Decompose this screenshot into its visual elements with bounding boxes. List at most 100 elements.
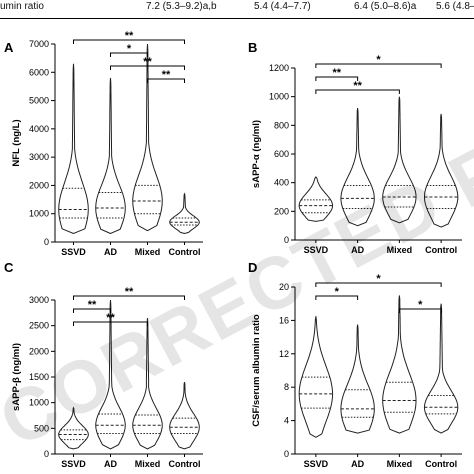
y-tick-label: 1000 [29,209,49,219]
significance-label: * [127,43,132,55]
x-tick-label: AD [351,245,364,255]
y-tick-label: 8 [284,382,289,392]
significance-label: * [335,286,340,298]
y-tick-label: 4 [284,416,289,426]
significance-bracket [315,63,442,68]
violin-ad [95,299,126,450]
significance-bracket [73,295,185,300]
violin-ad [340,324,375,434]
significance-bracket [315,295,359,300]
violin-mixed [132,43,163,232]
table-divider [0,18,474,19]
x-tick-label: SSVD [61,247,86,257]
y-axis-label: CSF/serum albumin ratio [251,314,262,427]
y-tick-label: 0 [44,449,49,459]
table-cell: 7.2 (5.3–9.2)a,b [146,1,217,12]
y-tick-label: 0 [44,237,49,247]
violin-control [169,381,200,450]
significance-label: ** [106,312,115,324]
significance-label: * [376,54,381,66]
x-tick-label: SSVD [304,459,329,469]
violin-control [169,192,200,235]
violin-control [423,303,459,434]
y-tick-label: 3000 [29,295,49,305]
table-row: umin ratio 7.2 (5.3–9.2)a,b 5.4 (4.4–7.7… [0,0,474,16]
y-tick-label: 0 [284,235,289,245]
y-tick-label: 7000 [29,39,49,49]
violin-ad [340,108,375,227]
y-tick-label: 500 [34,423,49,433]
y-axis-label: NFL (ng/L) [11,119,22,166]
significance-bracket [73,308,111,313]
x-tick-label: Mixed [135,247,161,257]
significance-bracket [398,308,442,313]
x-tick-label: Mixed [387,245,413,255]
significance-bracket [110,65,185,70]
y-tick-label: 600 [274,149,289,159]
y-axis-label: sAPP-β (ng/ml) [11,343,22,411]
x-tick-label: AD [351,459,364,469]
y-axis-label: sAPP-α (ng/ml) [251,120,262,188]
significance-label: ** [332,67,341,79]
violin-control [424,113,459,228]
x-tick-label: AD [104,247,117,257]
y-tick-label: 1000 [29,398,49,408]
significance-label: ** [125,30,134,42]
panel-letter: C [4,260,14,275]
violin-mixed [382,295,417,434]
significance-bracket [73,321,148,326]
table-row-label: umin ratio [0,1,44,12]
y-tick-label: 2000 [29,180,49,190]
violin-ssvd [298,316,334,438]
y-tick-label: 2500 [29,321,49,331]
x-tick-label: SSVD [304,245,329,255]
significance-bracket [315,89,400,94]
significance-bracket [147,78,185,83]
violin-ad [95,77,126,235]
y-tick-label: 20 [279,282,289,292]
y-tick-label: 5000 [29,96,49,106]
y-tick-label: 2000 [29,346,49,356]
y-tick-label: 3000 [29,152,49,162]
x-tick-label: Control [425,245,457,255]
panel-c: C 0 500 1000 1500 2000 2500 3000 sAPP-β (ng/ml) S… [4,260,203,469]
y-tick-label: 1500 [29,372,49,382]
x-tick-label: Control [169,247,201,257]
y-tick-label: 16 [279,315,289,325]
x-tick-label: Mixed [387,459,413,469]
x-tick-label: Mixed [135,459,161,469]
significance-bracket [73,39,185,44]
x-tick-label: SSVD [61,459,86,469]
panel-d: D 0 4 8 12 16 20 CSF/serum albumin ratio SSVD AD M… [248,260,462,469]
violin-ssvd [58,406,89,450]
y-tick-label: 1200 [269,63,289,73]
panel-a: A 0 1000 2000 3000 4000 5000 6000 7000 NFL (ng/L)… [4,30,203,257]
violin-ssvd [58,63,89,235]
x-tick-label: Control [169,459,201,469]
table-cell: 5.4 (4.4–7.7) [254,1,311,12]
table-cell: 6.4 (5.0–8.6)a [354,1,417,12]
violin-mixed [132,317,163,450]
panel-letter: A [4,40,14,55]
significance-label: ** [143,56,152,68]
x-tick-label: Control [425,459,457,469]
significance-label: ** [353,80,362,92]
panel-b: B 0 200 400 600 800 1000 1200 sAPP-α (ng/ml) SSVD… [248,40,462,255]
x-tick-label: AD [104,459,117,469]
panel-letter: D [248,260,257,275]
significance-label: ** [88,299,97,311]
significance-label: * [418,299,423,311]
table-cell: 5.6 (4.8–7.0) [436,1,474,12]
y-tick-label: 12 [279,349,289,359]
y-tick-label: 400 [274,178,289,188]
panel-letter: B [248,40,257,55]
significance-label: * [376,273,381,285]
significance-bracket [110,52,148,57]
y-tick-label: 200 [274,206,289,216]
violin-mixed [382,96,417,224]
significance-bracket [315,76,359,81]
significance-label: ** [125,286,134,298]
significance-label: ** [162,69,171,81]
